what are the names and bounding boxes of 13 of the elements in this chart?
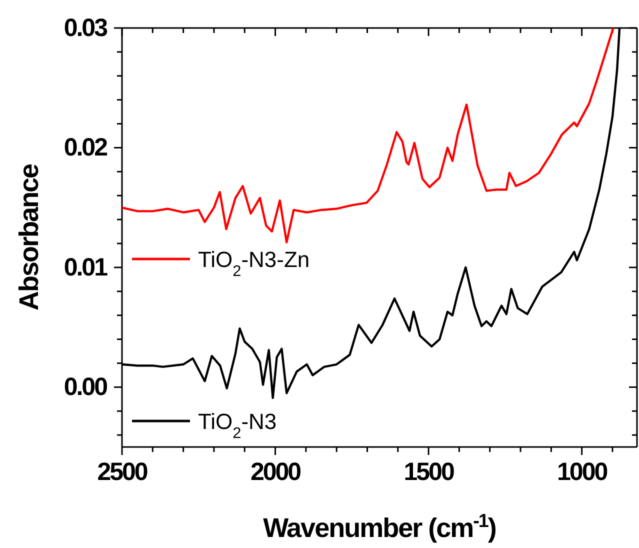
x-tick-label: 2000 — [250, 458, 301, 486]
x-tick-label: 1500 — [404, 458, 454, 486]
x-axis-title: Wavenumber (cm$^{-1}$) — [263, 510, 496, 543]
y-tick-label: 0.01 — [64, 253, 108, 282]
y-tick-label: 0.00 — [64, 373, 108, 402]
legend-label: TiO$_{2}$-N3-Zn — [198, 247, 310, 280]
y-axis-title: Absorbance — [14, 164, 44, 311]
x-tick-label: 2500 — [97, 458, 148, 486]
line-series — [122, 28, 614, 244]
legend-label: TiO$_{2}$-N3 — [198, 409, 277, 442]
x-tick-label: 1000 — [557, 458, 608, 486]
y-tick-label: 0.03 — [64, 14, 108, 42]
y-tick-label: 0.02 — [64, 134, 108, 162]
